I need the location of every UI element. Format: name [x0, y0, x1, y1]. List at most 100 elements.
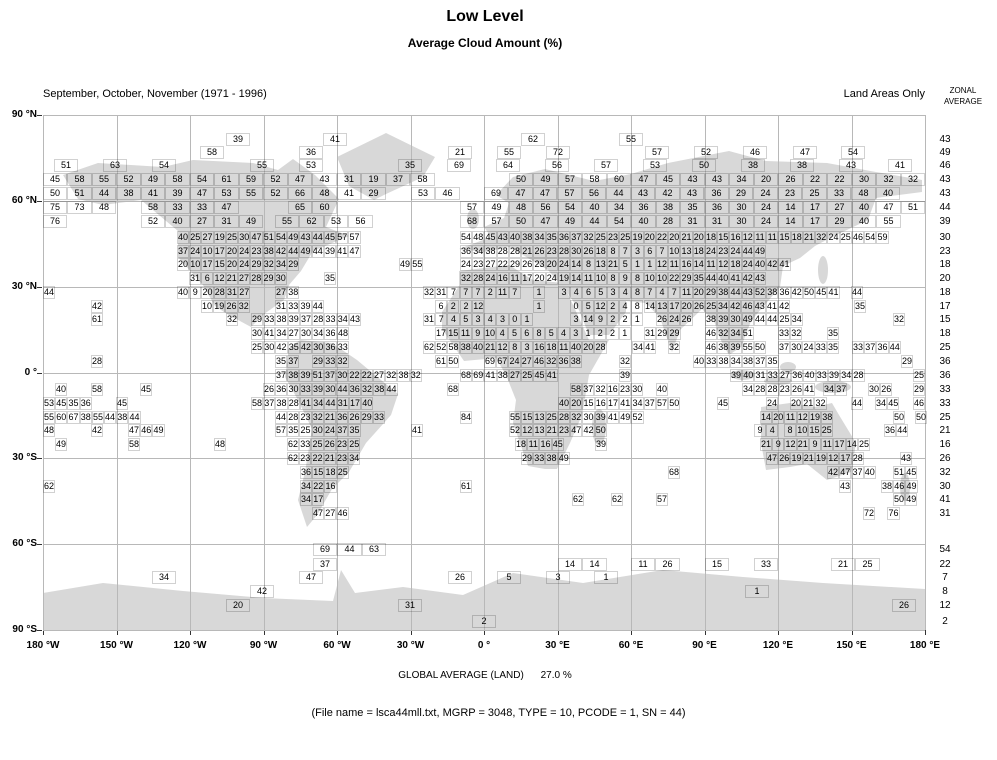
grid-cell-value: 37 [777, 341, 791, 354]
grid-cell-value: 50 [892, 411, 906, 424]
grid-cell-value: 20 [643, 231, 656, 244]
y-axis-tick [37, 115, 42, 116]
grid-cell-value: 29 [704, 286, 718, 299]
grid-cell-value: 21 [802, 452, 815, 465]
grid-cell-value: 27 [189, 215, 215, 228]
grid-cell-value: 43 [348, 313, 362, 326]
grid-cell-value: 45 [55, 397, 68, 410]
zonal-average-value: 18 [939, 287, 951, 298]
grid-cell-value: 38 [397, 369, 410, 382]
grid-cell-value: 38 [373, 383, 386, 396]
grid-cell-value: 24 [508, 355, 521, 368]
grid-cell-value: 46 [704, 341, 718, 354]
grid-cell-value: 17 [839, 452, 852, 465]
grid-cell-value: 24 [238, 245, 251, 258]
grid-cell-value: 46 [912, 397, 926, 410]
grid-cell-value: 18 [324, 466, 337, 479]
grid-cell-value: 6 [582, 286, 595, 299]
grid-cell-value: 42 [790, 286, 803, 299]
grid-cell-value: 19 [557, 272, 571, 285]
grid-cell-value: 37 [287, 355, 300, 368]
grid-cell-value: 20 [176, 258, 190, 271]
grid-cell-value: 32 [618, 355, 632, 368]
grid-cell-value: 4 [496, 327, 509, 340]
grid-cell-value: 35 [287, 424, 300, 437]
grid-cell-value: 41 [545, 369, 558, 382]
grid-cell-value: 75 [42, 201, 68, 214]
continent-south-america [285, 340, 398, 527]
grid-cell-value: 32 [422, 286, 436, 299]
grid-cell-value: 4 [766, 424, 779, 437]
grid-cell-value: 27 [484, 258, 497, 271]
grid-cell-value: 5 [619, 258, 632, 271]
grid-cell-value: 7 [643, 286, 656, 299]
grid-cell-value: 36 [299, 466, 313, 479]
grid-cell-value: 17 [521, 272, 534, 285]
grid-cell-value: 62 [422, 341, 436, 354]
grid-cell-value: 14 [692, 258, 705, 271]
grid-cell-value: 29 [900, 355, 914, 368]
global-average-value: 27.0 % [540, 670, 572, 681]
grid-cell-value: 58 [127, 438, 141, 451]
grid-cell-value: 28 [594, 341, 607, 354]
grid-cell-value: 29 [287, 258, 300, 271]
grid-cell-value: 37 [385, 173, 411, 186]
zonal-average-value: 26 [939, 453, 951, 464]
grid-cell-value: 34 [729, 355, 742, 368]
grid-cell-value: 25 [521, 369, 534, 382]
grid-cell-value: 62 [286, 452, 300, 465]
grid-cell-value: 36 [557, 355, 570, 368]
grid-cell-value: 15 [582, 397, 595, 410]
grid-cell-value: 43 [838, 159, 864, 172]
grid-cell-value: 25 [545, 411, 558, 424]
grid-cell-value: 41 [803, 383, 816, 396]
grid-cell-value: 35 [826, 327, 840, 340]
grid-cell-value: 40 [176, 286, 190, 299]
island-new-zealand [900, 473, 910, 501]
grid-cell-value: 40 [655, 383, 669, 396]
zonal-average-value: 36 [939, 356, 951, 367]
grid-cell-value: 69 [446, 159, 472, 172]
grid-cell-value: 29 [250, 313, 264, 326]
grid-cell-value: 33 [324, 355, 337, 368]
grid-cell-value: 25 [348, 438, 361, 451]
zonal-average-value: 15 [939, 314, 951, 325]
grid-cell-value: 61 [459, 480, 473, 493]
grid-cell-value: 21 [447, 146, 473, 159]
grid-cell-value: 51 [741, 327, 754, 340]
grid-cell-value: 49 [557, 452, 570, 465]
grid-cell-value: 37 [299, 313, 313, 326]
grid-cell-value: 56 [544, 159, 570, 172]
grid-cell-value: 36 [704, 187, 729, 200]
grid-cell-value: 42 [741, 272, 754, 285]
grid-cell-value: 25 [225, 231, 239, 244]
grid-cell-value: 7 [435, 313, 448, 326]
grid-cell-value: 5 [582, 300, 595, 313]
zonal-average-value: 36 [939, 370, 951, 381]
grid-cell-value: 8 [532, 327, 546, 340]
grid-cell-value: 47 [311, 507, 325, 520]
grid-cell-value: 0 [508, 313, 521, 326]
grid-cell-value: 32 [545, 355, 558, 368]
grid-cell-value: 32 [385, 369, 398, 382]
grid-cell-value: 50 [508, 173, 534, 186]
grid-cell-value: 29 [250, 258, 263, 271]
grid-cell-value: 17 [213, 245, 226, 258]
grid-cell-value: 29 [668, 327, 681, 340]
grid-cell-value: 53 [214, 187, 239, 200]
grid-cell-value: 20 [570, 397, 583, 410]
grid-cell-value: 10 [668, 245, 681, 258]
grid-cell-value: 57 [274, 424, 288, 437]
grid-cell-value: 31 [754, 369, 767, 382]
grid-cell-value: 58 [90, 383, 104, 396]
grid-cell-value: 47 [631, 173, 656, 186]
grid-cell-value: 30 [867, 383, 881, 396]
grid-cell-value: 22 [348, 369, 361, 382]
grid-cell-value: 52 [140, 215, 166, 228]
grid-cell-value: 50 [892, 493, 906, 506]
grid-cell-value: 13 [656, 300, 669, 313]
grid-cell-value: 30 [250, 327, 264, 340]
grid-cell-value: 40 [508, 231, 522, 244]
grid-cell-value: 28 [213, 286, 226, 299]
grid-cell-value: 10 [201, 245, 214, 258]
